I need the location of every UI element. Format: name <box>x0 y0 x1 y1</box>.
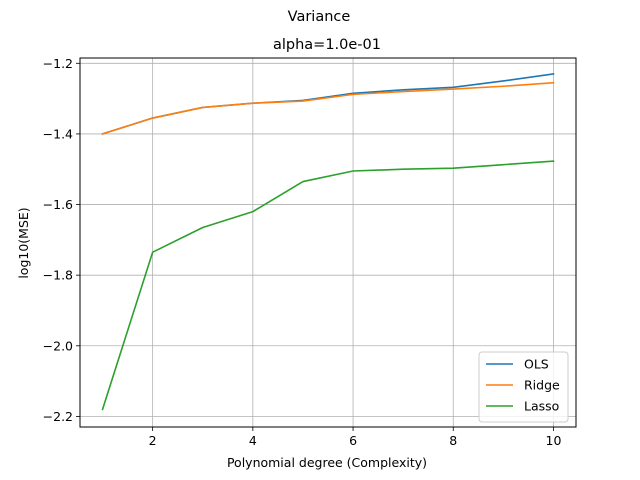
legend: OLS Ridge Lasso <box>478 351 569 423</box>
x-axis-ticks: 2 4 6 8 10 <box>149 427 562 448</box>
plot-frame <box>79 57 577 428</box>
x-tick-label: 8 <box>449 433 457 448</box>
x-tick-label: 6 <box>349 433 357 448</box>
y-tick-label: −2.0 <box>43 338 73 353</box>
y-tick-label: −1.8 <box>43 268 73 283</box>
y-tick-label: −2.2 <box>43 409 73 424</box>
y-axis-ticks: −2.2 −2.0 −1.8 −1.6 −1.4 −1.2 <box>43 56 80 424</box>
legend-label-ridge: Ridge <box>524 378 560 393</box>
legend-label-ols: OLS <box>524 357 549 372</box>
series-line-ridge <box>101 81 555 135</box>
x-axis-label: Polynomial degree (Complexity) <box>227 455 427 470</box>
series-line-ols <box>101 72 555 135</box>
chart-title: alpha=1.0e-01 <box>273 37 381 53</box>
x-tick-label: 4 <box>249 433 257 448</box>
y-axis-label: log10(MSE) <box>16 207 31 278</box>
x-tick-label: 2 <box>149 433 157 448</box>
legend-box <box>478 351 569 423</box>
x-tick-label: 10 <box>546 433 562 448</box>
y-tick-label: −1.2 <box>43 56 73 71</box>
y-tick-label: −1.6 <box>43 197 73 212</box>
grid <box>80 58 576 427</box>
legend-label-lasso: Lasso <box>524 399 559 414</box>
series-line-lasso <box>101 160 555 411</box>
figure-title: Variance <box>288 9 351 25</box>
y-tick-label: −1.4 <box>43 126 73 141</box>
series-lines <box>101 72 555 411</box>
